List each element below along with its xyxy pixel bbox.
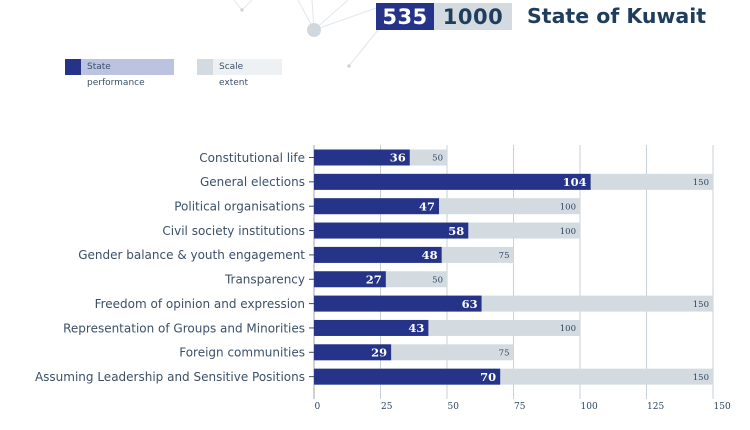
category-label: Assuming Leadership and Sensitive Positi… xyxy=(35,370,305,384)
scale-value-label: 100 xyxy=(560,202,576,212)
performance-bar xyxy=(314,368,501,385)
performance-value-label: 70 xyxy=(480,370,496,384)
category-label: Civil society institutions xyxy=(162,224,305,238)
performance-value-label: 58 xyxy=(448,224,464,238)
category-label: Freedom of opinion and expression xyxy=(95,297,305,311)
scale-value-label: 75 xyxy=(499,349,510,359)
legend-swatch xyxy=(197,59,213,75)
scale-value-label: 50 xyxy=(432,275,443,285)
category-label: Foreign communities xyxy=(179,346,305,360)
category-label: Constitutional life xyxy=(199,151,305,165)
legend-item-state-performance: State performance xyxy=(65,59,174,88)
performance-value-label: 48 xyxy=(422,248,438,262)
scale-value-label: 75 xyxy=(499,251,510,261)
performance-value-label: 36 xyxy=(390,151,406,165)
scale-value-label: 100 xyxy=(560,227,576,237)
performance-bar xyxy=(314,295,482,312)
performance-bar xyxy=(314,198,440,215)
x-tick-label: 125 xyxy=(647,402,664,412)
network-node-small xyxy=(240,8,244,12)
category-label: Gender balance & youth engagement xyxy=(78,248,305,262)
legend-label: Scale extent xyxy=(213,59,282,88)
scale-value-label: 150 xyxy=(693,373,709,383)
max-score-badge: 1000 xyxy=(434,3,512,30)
x-tick-label: 100 xyxy=(581,402,598,412)
performance-bar xyxy=(314,149,410,166)
legend-item-scale-extent: Scale extent xyxy=(197,59,282,88)
performance-value-label: 63 xyxy=(462,297,478,311)
performance-value-label: 47 xyxy=(419,199,435,213)
category-label: Transparency xyxy=(224,273,305,287)
performance-bar xyxy=(314,173,591,190)
performance-value-label: 27 xyxy=(366,272,382,286)
performance-value-label: 43 xyxy=(408,321,424,335)
performance-bar xyxy=(314,222,469,239)
scale-value-label: 50 xyxy=(432,154,443,164)
performance-bar xyxy=(314,319,429,336)
x-tick-label: 25 xyxy=(381,402,393,412)
legend-swatch xyxy=(65,59,81,75)
x-tick-label: 0 xyxy=(315,402,321,412)
category-label: Political organisations xyxy=(174,200,305,214)
performance-value-label: 29 xyxy=(371,346,387,360)
network-node-small xyxy=(347,64,351,68)
legend-label: State performance xyxy=(81,59,174,88)
performance-bar xyxy=(314,344,392,361)
performance-value-label: 104 xyxy=(563,175,587,189)
performance-bar xyxy=(314,271,386,288)
scale-value-label: 100 xyxy=(560,324,576,334)
x-tick-label: 50 xyxy=(448,402,460,412)
category-label: Representation of Groups and Minorities xyxy=(63,321,305,335)
scale-value-label: 150 xyxy=(693,178,709,188)
x-tick-label: 150 xyxy=(714,402,731,412)
performance-bar xyxy=(314,246,442,263)
x-tick-label: 75 xyxy=(514,402,526,412)
scale-value-label: 150 xyxy=(693,300,709,310)
decorative-network-graphic xyxy=(233,0,379,68)
category-label: General elections xyxy=(200,175,305,189)
chart-title: State of Kuwait xyxy=(527,4,707,28)
network-node-large xyxy=(307,23,321,37)
score-badge: 535 xyxy=(376,3,434,30)
